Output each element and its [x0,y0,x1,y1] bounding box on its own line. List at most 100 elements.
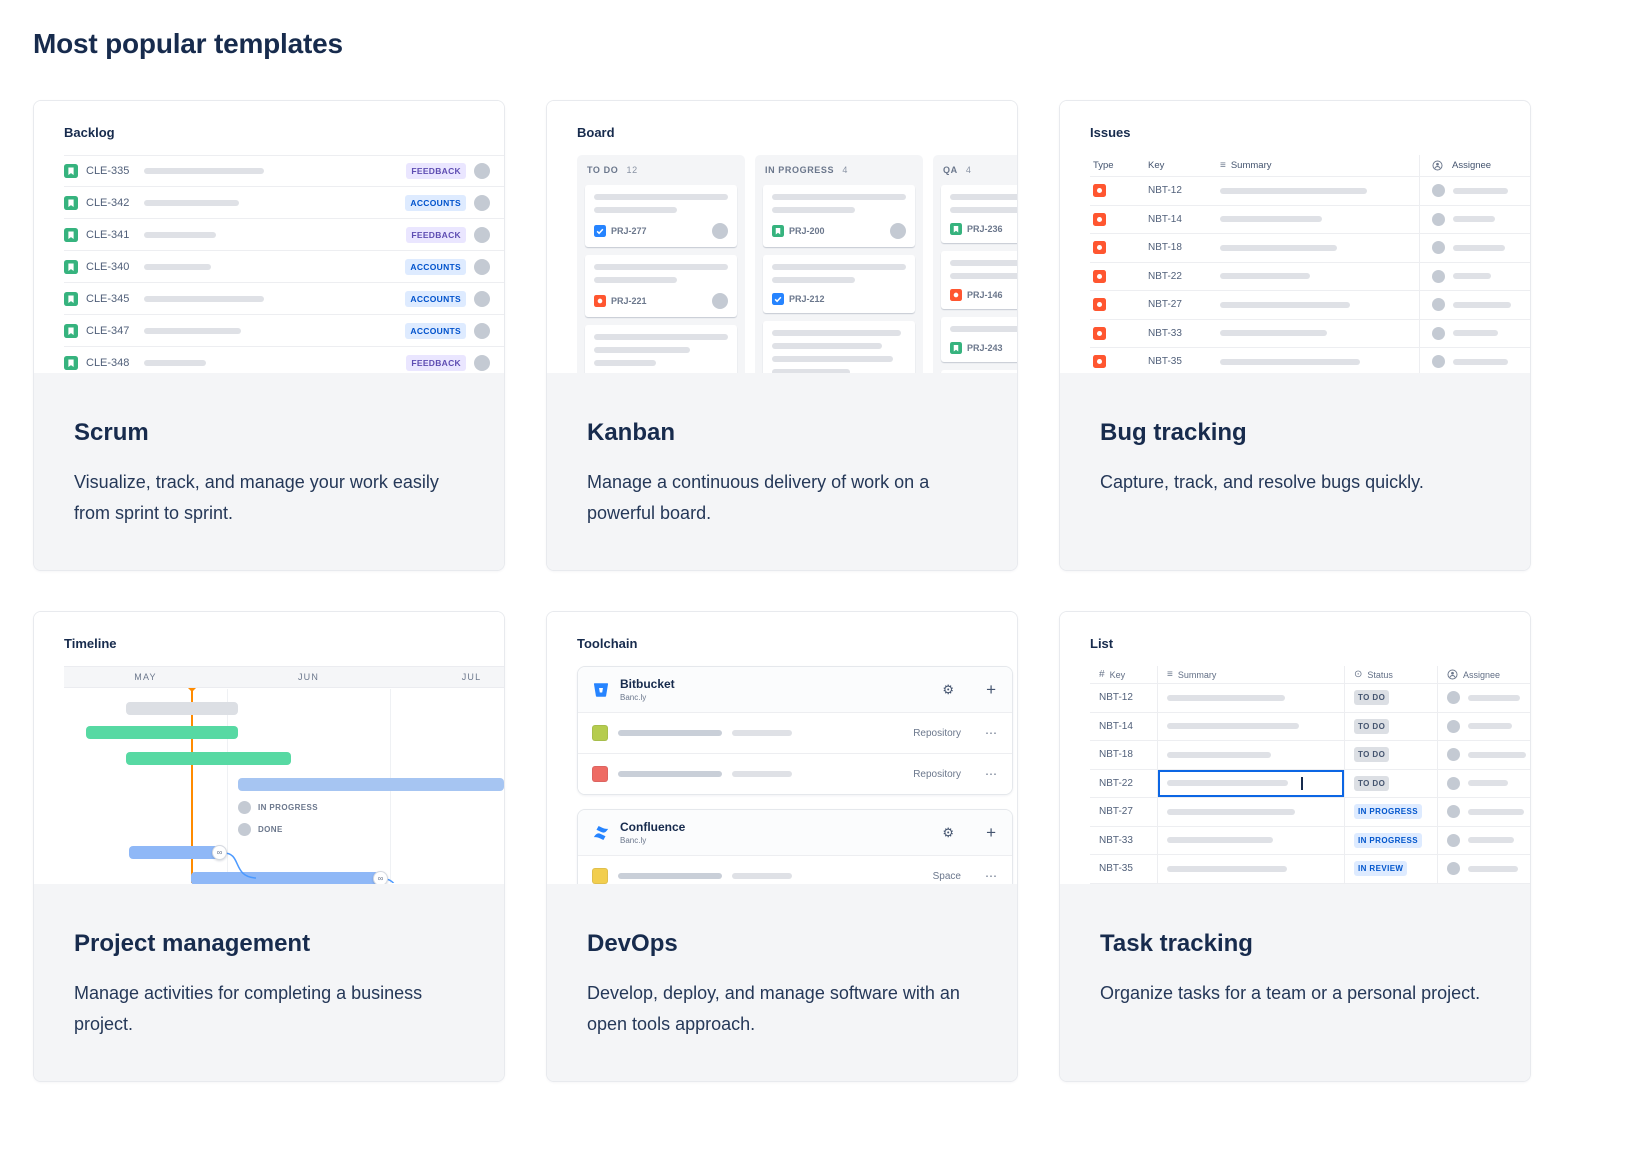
placeholder-line [594,264,728,270]
tool-header: Bitbucket Banc.ly ⚙ + [578,667,1012,712]
tool-row-type: Space [932,870,961,882]
templates-grid: Backlog CLE-335 FEEDBACK CLE-342 ACCOUNT… [33,100,1597,1082]
issue-key: NBT-22 [1090,769,1158,797]
avatar [890,223,906,239]
card-footer: Scrum Visualize, track, and manage your … [34,373,504,570]
more-icon: ⋯ [985,767,998,781]
gridline [227,689,228,883]
issue-key: PRJ-146 [967,290,1003,300]
status-lozenge: TO DO [1354,775,1390,791]
summary-cell [1158,798,1345,826]
card-title: Scrum [74,419,149,446]
bug-icon [1093,241,1106,255]
month-label: JUL [461,672,482,682]
board-card: PRJ-243 [941,317,1017,362]
avatar [474,226,490,243]
placeholder-bar [1167,723,1299,730]
card-footer: Task tracking Organize tasks for a team … [1060,884,1530,1081]
template-card-kanban[interactable]: Board TO DO 12 PRJ-277 PRJ-221 PRJ-290 [546,100,1018,571]
board-card: PRJ-213 [763,321,915,373]
bug-icon [1093,184,1106,198]
bug-icon [1093,269,1106,283]
preview-label: Timeline [64,636,117,651]
confluence-logo [592,824,610,842]
board-card: PRJ-146 [941,251,1017,309]
avatar [1447,719,1460,733]
issue-key: NBT-12 [1090,684,1158,712]
placeholder-bar [1453,273,1491,280]
more-icon: ⋯ [985,869,998,883]
bug-icon [950,289,962,301]
avatar [1432,212,1445,226]
placeholder-line [594,334,728,340]
summary-cell [1158,826,1345,854]
preview-label: Backlog [64,125,115,140]
status-lozenge: TO DO [1354,690,1390,706]
avatar [1432,269,1445,283]
placeholder-bar [1453,244,1505,251]
board-column: TO DO 12 PRJ-277 PRJ-221 PRJ-290 [577,155,745,373]
issue-key: NBT-14 [1090,712,1158,740]
timeline-bar [191,872,379,884]
placeholder-bar [144,231,216,238]
placeholder-bar [1220,358,1360,365]
placeholder-line [772,277,856,283]
backlog-row: CLE-335 FEEDBACK [64,155,504,187]
backlog-row: CLE-347 ACCOUNTS [64,315,504,347]
issue-key: CLE-342 [86,196,130,209]
bug-icon [1093,298,1106,312]
template-card-devops[interactable]: Toolchain Bitbucket Banc.ly ⚙ + Reposito… [546,611,1018,1082]
backlog-list: CLE-335 FEEDBACK CLE-342 ACCOUNTS CLE-34… [34,155,504,373]
story-icon [64,291,78,306]
avatar [1447,691,1460,705]
issue-key: CLE-345 [86,292,130,305]
story-icon [772,225,784,237]
placeholder-bar [1468,723,1512,730]
card-title: Task tracking [1100,930,1253,957]
bug-icon [594,295,606,307]
placeholder-bar [1453,187,1508,194]
placeholder-line [950,260,1017,266]
board-card: PRJ-236 [941,185,1017,243]
issue-key: NBT-35 [1148,356,1182,368]
placeholder-bar [1453,301,1511,308]
card-description: Capture, track, and resolve bugs quickly… [1100,472,1424,492]
placeholder-bar [1468,780,1508,787]
template-card-scrum[interactable]: Backlog CLE-335 FEEDBACK CLE-342 ACCOUNT… [33,100,505,571]
list-preview: List # Key ≡ Summary ⊙ Status Assignee NBT-… [1060,612,1530,884]
issues-preview: Issues Type Key ≡ Summary Assignee NBT-12… [1060,101,1530,373]
placeholder-bar [1468,865,1518,872]
issue-key: NBT-27 [1090,798,1158,826]
tool-row: Repository ⋯ [578,712,1012,753]
timeline-month-header: MAY JUN JUL [64,666,504,688]
issue-key: PRJ-200 [789,226,825,236]
issue-key: NBT-33 [1148,327,1182,339]
placeholder-bar [1220,330,1327,337]
template-card-bug-tracking[interactable]: Issues Type Key ≡ Summary Assignee NBT-12… [1059,100,1531,571]
tool-row: Repository ⋯ [578,753,1012,794]
issue-key: NBT-14 [1148,213,1182,225]
avatar [474,163,490,179]
placeholder-bar [1453,358,1508,365]
column-count: 12 [626,165,638,175]
card-description: Manage activities for completing a busin… [74,983,423,1034]
placeholder-line [772,343,882,349]
issue-key: PRJ-236 [967,224,1003,234]
placeholder-line [950,207,1017,213]
summary-cell [1158,741,1345,769]
placeholder-bar [1167,694,1285,701]
today-marker [188,688,196,883]
gear-icon: ⚙ [942,682,955,697]
template-card-project-management[interactable]: Timeline MAY JUN JUL IN PROGRESS DONE ∞ ∞ P… [33,611,505,1082]
placeholder-bar [1468,808,1524,815]
card-description: Develop, deploy, and manage software wit… [587,983,960,1034]
template-card-task-tracking[interactable]: List # Key ≡ Summary ⊙ Status Assignee NBT-… [1059,611,1531,1082]
label-badge: ACCOUNTS [405,194,466,211]
timeline-bar [126,752,291,765]
issue-key: NBT-35 [1090,855,1158,883]
placeholder-line [772,194,906,200]
placeholder-line [594,347,691,353]
backlog-row: CLE-345 ACCOUNTS [64,283,504,315]
placeholder-line [594,360,656,366]
avatar [1447,833,1460,847]
